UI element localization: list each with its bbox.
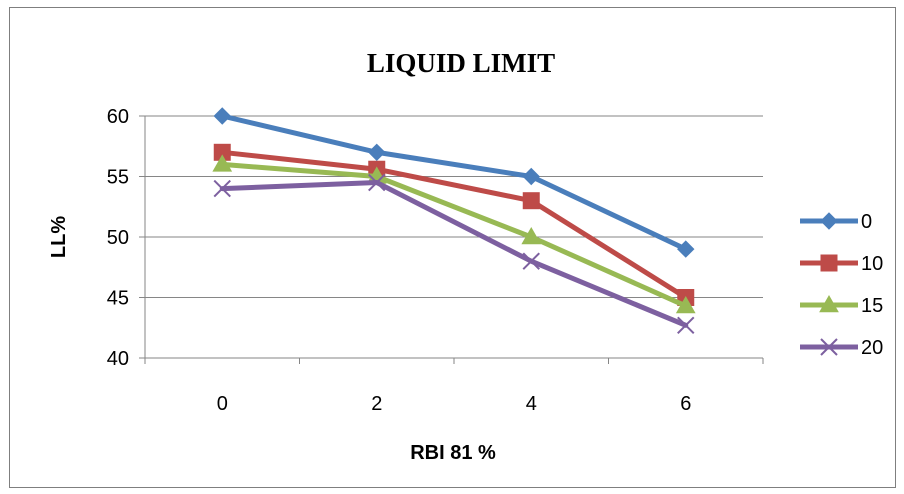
- data-point: [213, 179, 231, 198]
- series-group: [212, 107, 696, 335]
- data-point: [368, 143, 386, 162]
- legend-marker: [820, 338, 838, 356]
- series-line: [219, 113, 689, 252]
- series-20: [213, 173, 695, 335]
- y-tick-label: 55: [107, 167, 129, 189]
- y-tick-label: 60: [107, 106, 129, 128]
- y-tick-label: 45: [107, 288, 129, 310]
- legend-label: 0: [861, 211, 872, 233]
- x-tick-label: 4: [526, 393, 537, 415]
- x-tick-label: 6: [680, 393, 691, 415]
- legend-marker: [820, 212, 838, 230]
- legend-item: 10: [800, 253, 883, 275]
- data-point: [368, 173, 386, 192]
- data-point: [677, 316, 695, 335]
- series-15: [212, 154, 696, 314]
- y-tick-label: 40: [107, 348, 129, 370]
- y-axis-title: LL%: [48, 216, 70, 258]
- legend-label: 20: [861, 337, 883, 359]
- data-point: [521, 226, 542, 245]
- legend-item: 20: [800, 337, 883, 359]
- legend-label: 15: [861, 295, 883, 317]
- series-line: [219, 149, 689, 300]
- y-tick-labels: 40 45 50 55 60: [107, 106, 129, 370]
- series-line: [219, 180, 689, 328]
- data-point: [522, 192, 540, 210]
- legend-marker: [820, 254, 838, 272]
- x-tick-label: 2: [371, 393, 382, 415]
- chart-title: LIQUID LIMIT: [367, 48, 555, 78]
- legend-item: 15: [800, 294, 883, 317]
- data-point: [677, 240, 695, 258]
- data-point: [522, 167, 540, 186]
- series-line: [219, 161, 689, 309]
- data-point: [522, 252, 540, 270]
- data-point: [675, 295, 696, 314]
- chart-border: [9, 7, 896, 488]
- series-0: [213, 107, 695, 258]
- axes: [139, 115, 764, 364]
- legend-label: 10: [861, 253, 883, 275]
- data-point: [212, 154, 233, 172]
- x-tick-label: 0: [217, 393, 228, 415]
- y-tick-label: 50: [107, 227, 129, 249]
- legend-marker: [819, 294, 839, 313]
- x-axis-title: RBI 81 %: [410, 442, 496, 464]
- legend: 0 10 15 20: [800, 211, 883, 359]
- data-point: [213, 107, 231, 125]
- x-tick-labels: 0 2 4 6: [217, 393, 692, 415]
- legend-item: 0: [800, 211, 872, 233]
